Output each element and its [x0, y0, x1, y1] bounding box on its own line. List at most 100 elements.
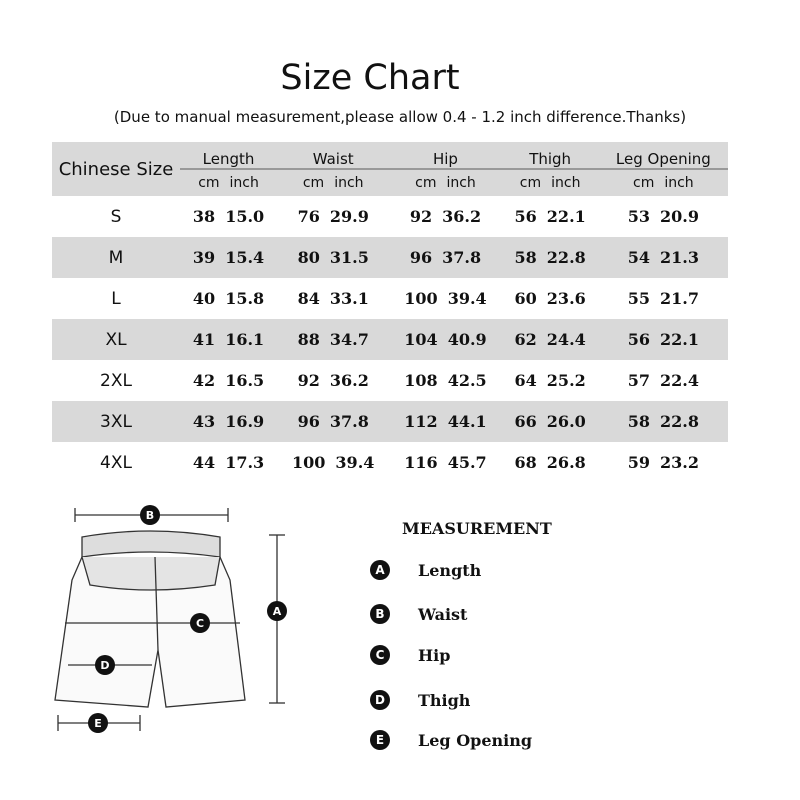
cm-value: 58: [514, 248, 537, 267]
unit-inch: inch: [664, 175, 694, 191]
measurement-item: C Hip: [370, 645, 450, 665]
cm-value: 64: [514, 371, 537, 390]
inch-value: 36.2: [442, 207, 482, 226]
measurement-label: Hip: [418, 645, 451, 665]
measurement-item: E Leg Opening: [370, 730, 532, 750]
size-cell: L: [111, 288, 121, 309]
col-length: Length: [180, 142, 278, 170]
table-row: 2XL 42 16.5 92 36.2 108 42.5 64 25.2 57 22.4: [52, 360, 728, 401]
measure-cell: 40 15.8: [180, 278, 277, 319]
cm-value: 84: [297, 289, 320, 308]
inch-value: 42.5: [447, 371, 487, 390]
cm-value: 88: [297, 330, 320, 349]
measure-cell: 58 22.8: [598, 401, 728, 442]
cm-value: 56: [627, 330, 650, 349]
measure-cell: 80 31.5: [277, 237, 390, 278]
measure-cell: 116 45.7: [389, 442, 501, 483]
measure-cell: 43 16.9: [180, 401, 278, 442]
unit-cm: cm: [519, 175, 542, 191]
cm-value: 92: [297, 371, 320, 390]
unit-cm: cm: [633, 175, 655, 191]
col-waist: Waist: [277, 142, 390, 170]
measure-cell: 112 44.1: [389, 401, 502, 442]
measurement-title: MEASUREMENT: [402, 519, 552, 538]
measure-cell: 56 22.1: [502, 196, 599, 237]
unit-header: cm inch: [389, 169, 502, 196]
inch-value: 37.8: [329, 412, 369, 431]
inch-value: 15.0: [225, 207, 265, 226]
inch-value: 39.4: [447, 289, 487, 308]
cm-value: 68: [514, 453, 537, 472]
cm-value: 53: [627, 207, 650, 226]
cm-value: 108: [404, 371, 438, 390]
col-leg-opening: Leg Opening: [598, 142, 728, 170]
table-row: 4XL 44 17.3 100 39.4 116 45.7 68 26.8 59 23.2: [52, 442, 728, 483]
col-thigh: Thigh: [501, 142, 599, 170]
table-row: 3XL 43 16.9 96 37.8 112 44.1 66 26.0 58 22.8: [52, 401, 728, 442]
cm-value: 104: [404, 330, 438, 349]
page-title: Size Chart: [280, 58, 460, 98]
cm-value: 100: [292, 453, 326, 472]
size-cell: 3XL: [52, 401, 180, 442]
measure-cell: 58 22.8: [501, 237, 599, 278]
measurement-item: A Length: [370, 560, 481, 580]
measure-cell: 104 40.9: [389, 319, 502, 360]
table-row: S 38 15.0 76 29.9 92 36.2 56 22.1 53 20.9: [52, 196, 728, 237]
size-cell: 4XL: [100, 452, 132, 473]
size-cell: S: [110, 206, 122, 227]
inch-value: 16.1: [225, 330, 265, 349]
cm-value: 44: [192, 453, 216, 472]
cm-value: 60: [514, 289, 537, 308]
cm-value: 112: [404, 412, 438, 431]
cm-value: 55: [627, 289, 650, 308]
measure-cell: 100 39.4: [277, 442, 389, 483]
inch-value: 34.7: [329, 330, 369, 349]
inch-value: 39.4: [335, 453, 375, 472]
diagram-label-e: E: [94, 717, 102, 730]
cm-value: 100: [404, 289, 438, 308]
inch-value: 20.9: [659, 207, 699, 226]
inch-value: 37.8: [442, 248, 482, 267]
inch-value: 17.3: [225, 453, 265, 472]
inch-value: 44.1: [447, 412, 487, 431]
measure-cell: 44 17.3: [180, 442, 277, 483]
letter-badge: E: [370, 730, 390, 750]
cm-value: 59: [627, 453, 650, 472]
measure-cell: 59 23.2: [599, 442, 728, 483]
size-cell: XL: [52, 319, 180, 360]
diagram-label-c: C: [196, 617, 204, 630]
unit-inch: inch: [229, 175, 259, 191]
letter-badge: C: [370, 645, 390, 665]
inch-value: 25.2: [546, 371, 586, 390]
measure-cell: 68 26.8: [502, 442, 599, 483]
cm-value: 58: [627, 412, 650, 431]
unit-cm: cm: [198, 175, 220, 191]
inch-value: 29.9: [329, 207, 369, 226]
diagram-label-b: B: [146, 509, 154, 522]
size-table: Chinese Size Length Waist Hip Thigh Leg …: [52, 142, 728, 483]
table-row: XL 41 16.1 88 34.7 104 40.9 62 24.4 56 22.1: [52, 319, 728, 360]
measurement-item: D Thigh: [370, 690, 470, 710]
cm-value: 43: [192, 412, 216, 431]
inch-value: 21.3: [659, 248, 699, 267]
inch-value: 15.4: [225, 248, 265, 267]
measurement-item: B Waist: [370, 604, 467, 624]
inch-value: 21.7: [659, 289, 699, 308]
letter-badge: A: [370, 560, 390, 580]
measure-cell: 55 21.7: [599, 278, 728, 319]
diagram-label-d: D: [100, 659, 109, 672]
measure-cell: 100 39.4: [389, 278, 501, 319]
measure-cell: 88 34.7: [277, 319, 390, 360]
inch-value: 26.8: [546, 453, 586, 472]
inch-value: 22.8: [546, 248, 586, 267]
size-cell: 2XL: [100, 370, 132, 391]
measure-cell: 92 36.2: [277, 360, 389, 401]
cm-value: 96: [409, 248, 433, 267]
inch-value: 40.9: [447, 330, 487, 349]
cm-value: 39: [192, 248, 216, 267]
inch-value: 24.4: [546, 330, 586, 349]
inch-value: 22.1: [546, 207, 586, 226]
cm-value: 54: [627, 248, 650, 267]
col-hip: Hip: [389, 142, 502, 170]
